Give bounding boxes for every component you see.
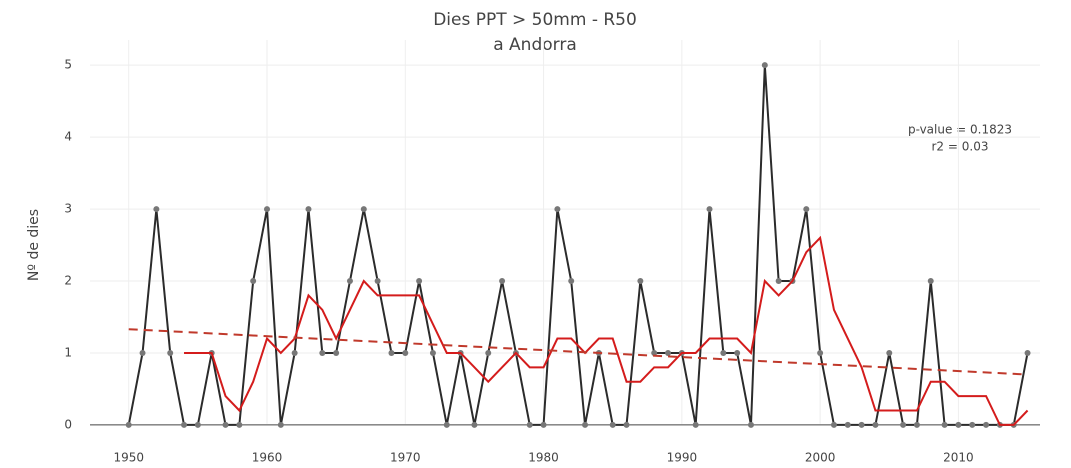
point: [139, 349, 146, 356]
point: [858, 421, 865, 428]
point: [720, 349, 727, 356]
point: [568, 278, 575, 285]
point: [775, 278, 782, 285]
chart-title: Dies PPT > 50mm - R50: [433, 10, 637, 30]
x-tick-label: 2010: [943, 451, 974, 465]
point: [291, 349, 298, 356]
line-series: [127, 65, 1029, 426]
x-tick-label: 1950: [113, 451, 144, 465]
point: [665, 349, 672, 356]
point: [955, 421, 962, 428]
y-tick-label: 5: [64, 58, 72, 72]
point: [983, 421, 990, 428]
point: [429, 349, 436, 356]
point: [651, 349, 658, 356]
point: [499, 278, 506, 285]
point: [540, 421, 547, 428]
point: [388, 349, 395, 356]
point: [803, 206, 810, 213]
y-tick-label: 4: [64, 130, 72, 144]
point: [941, 421, 948, 428]
point: [830, 421, 837, 428]
point: [319, 349, 326, 356]
point: [913, 421, 920, 428]
x-tick-label: 1990: [667, 451, 698, 465]
point: [872, 421, 879, 428]
point: [305, 206, 312, 213]
point: [485, 349, 492, 356]
chart-subtitle: a Andorra: [493, 35, 577, 55]
point: [927, 278, 934, 285]
point: [346, 278, 353, 285]
y-tick-label: 1: [64, 345, 72, 359]
point: [125, 421, 132, 428]
point: [402, 349, 409, 356]
point: [609, 421, 616, 428]
x-tick-label: 2000: [805, 451, 836, 465]
annotation: r2 = 0.03: [932, 140, 989, 154]
point: [623, 421, 630, 428]
point: [1024, 349, 1031, 356]
point: [761, 62, 768, 69]
x-tick-label: 1970: [390, 451, 421, 465]
annotation: p-value = 0.1823: [908, 123, 1012, 137]
point: [374, 278, 381, 285]
point: [844, 421, 851, 428]
point: [264, 206, 271, 213]
y-axis-label: Nº de dies: [26, 209, 42, 281]
point: [181, 421, 188, 428]
line-series: [184, 235, 1029, 426]
point: [637, 278, 644, 285]
point: [554, 206, 561, 213]
point: [443, 421, 450, 428]
point: [526, 421, 533, 428]
point: [360, 206, 367, 213]
point: [471, 421, 478, 428]
y-tick-label: 2: [64, 274, 72, 288]
point: [416, 278, 423, 285]
point: [969, 421, 976, 428]
point: [250, 278, 257, 285]
point: [817, 349, 824, 356]
y-tick-label: 0: [64, 417, 72, 431]
point: [886, 349, 893, 356]
point: [747, 421, 754, 428]
point: [194, 421, 201, 428]
point: [153, 206, 160, 213]
point: [167, 349, 174, 356]
point: [706, 206, 713, 213]
point: [222, 421, 229, 428]
point: [236, 421, 243, 428]
y-tick-label: 3: [64, 202, 72, 216]
x-tick-label: 1980: [528, 451, 559, 465]
point: [277, 421, 284, 428]
x-tick-label: 1960: [252, 451, 283, 465]
point: [734, 349, 741, 356]
point: [900, 421, 907, 428]
point: [692, 421, 699, 428]
point: [333, 349, 340, 356]
point: [582, 421, 589, 428]
